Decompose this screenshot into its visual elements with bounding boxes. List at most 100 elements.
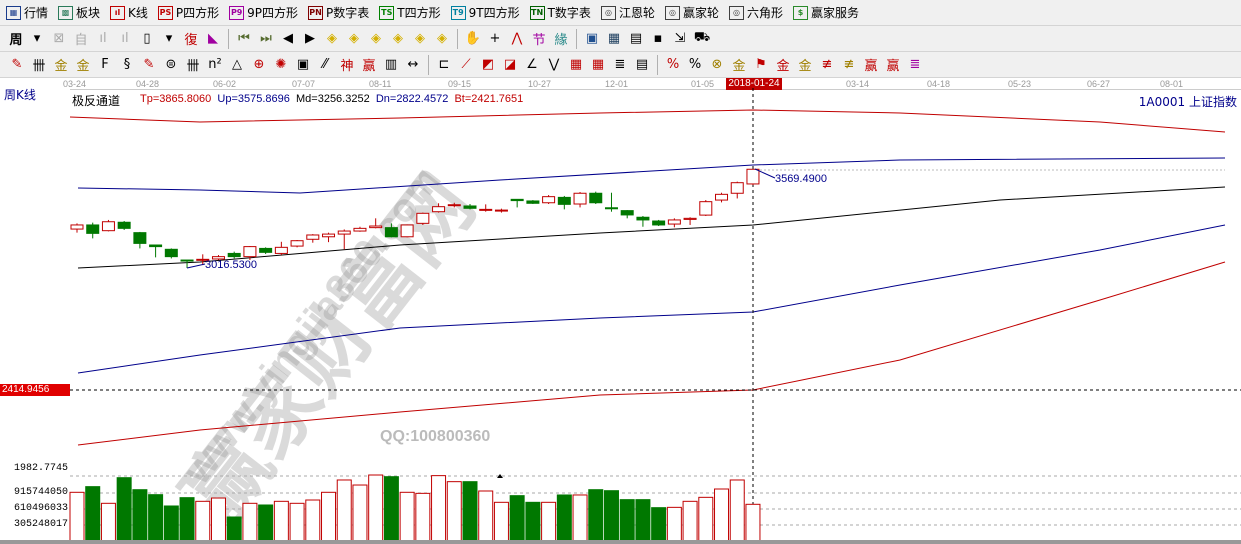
n2-icon[interactable]: n² bbox=[208, 57, 222, 72]
zoom-left-icon[interactable]: ◈ bbox=[327, 31, 337, 46]
menu-item[interactable]: PS P四方形 bbox=[157, 4, 219, 21]
low-pointer bbox=[186, 263, 206, 269]
next-icon[interactable]: ▶ bbox=[305, 31, 315, 46]
pencil-icon[interactable]: ✎ bbox=[11, 57, 23, 72]
chevron-down-icon[interactable]: ▾ bbox=[33, 31, 41, 46]
menu-item[interactable]: TN T数字表 bbox=[529, 4, 591, 21]
candle bbox=[117, 221, 131, 230]
candle-body bbox=[290, 240, 304, 247]
notebook-icon[interactable]: ▤ bbox=[629, 31, 643, 46]
line-icon[interactable]: ⋀ bbox=[511, 31, 523, 46]
gold2-icon[interactable]: 金 bbox=[76, 59, 90, 74]
table-grid2-icon[interactable]: ▦ bbox=[591, 57, 605, 72]
lines-icon[interactable]: ≣ bbox=[614, 57, 626, 72]
wave-icon[interactable]: ⋁ bbox=[548, 57, 560, 72]
flag-icon[interactable]: ◣ bbox=[208, 31, 218, 46]
menu-item[interactable]: ıl K线 bbox=[110, 4, 148, 21]
bottom-scrollbar[interactable] bbox=[0, 540, 1241, 544]
candle bbox=[180, 259, 194, 269]
calendar-icon[interactable]: ▣ bbox=[585, 31, 599, 46]
fib-icon[interactable]: F bbox=[101, 57, 109, 72]
zoom-right-icon[interactable]: ◈ bbox=[349, 31, 359, 46]
first-icon[interactable]: ⏮ bbox=[238, 31, 250, 46]
period-selector[interactable]: 周 bbox=[9, 33, 23, 48]
up-line bbox=[77, 157, 1226, 194]
menu-item[interactable]: TS T四方形 bbox=[379, 4, 441, 21]
circle-icon[interactable]: ⊜ bbox=[165, 57, 177, 72]
win-icon[interactable]: 赢 bbox=[362, 59, 376, 74]
gold-line-icon[interactable]: 金 bbox=[732, 59, 746, 74]
grid-lines-icon[interactable]: 卌 bbox=[32, 59, 46, 74]
self-select-icon[interactable]: 自 bbox=[74, 33, 88, 48]
percent-icon[interactable]: % bbox=[688, 57, 702, 72]
spiral-icon[interactable]: § bbox=[123, 57, 131, 72]
lines2-icon[interactable]: ≣ bbox=[909, 57, 921, 72]
flag-red-icon[interactable]: ⚑ bbox=[755, 57, 767, 72]
candle-icon[interactable]: ▯ bbox=[143, 31, 151, 46]
square-icon[interactable]: ▣ bbox=[296, 57, 310, 72]
export-icon[interactable]: ⇲ bbox=[674, 31, 686, 46]
gold-box-icon[interactable]: 金 bbox=[776, 59, 790, 74]
menu-item[interactable]: ◎ 赢家轮 bbox=[664, 4, 719, 21]
parallel-icon[interactable]: 卌 bbox=[186, 59, 200, 74]
restore-icon[interactable]: 復 bbox=[184, 33, 198, 48]
high-pointer bbox=[754, 168, 776, 179]
zoom-both-icon[interactable]: ◈ bbox=[371, 31, 381, 46]
zoom-in-icon[interactable]: ◈ bbox=[393, 31, 403, 46]
chevron-down-icon[interactable]: ▾ bbox=[165, 31, 173, 46]
ruler-icon[interactable]: ▥ bbox=[384, 57, 398, 72]
node-icon[interactable]: 节 bbox=[532, 33, 546, 48]
fan-icon[interactable]: ⟋ bbox=[461, 57, 471, 72]
crosshair-icon[interactable]: + bbox=[489, 31, 501, 46]
menu-item[interactable]: ▦ 行情 bbox=[6, 4, 48, 21]
web-icon[interactable]: ✺ bbox=[275, 57, 287, 72]
menu-item[interactable]: T9 9T四方形 bbox=[450, 4, 520, 21]
box-line-icon[interactable]: ⊏ bbox=[438, 57, 450, 72]
save-icon[interactable]: ▪ bbox=[653, 31, 663, 46]
win-line2-icon[interactable]: 赢 bbox=[886, 59, 900, 74]
volume-bar bbox=[651, 507, 667, 542]
menu-item[interactable]: P9 9P四方形 bbox=[229, 4, 298, 21]
prev-icon[interactable]: ◀ bbox=[283, 31, 293, 46]
hand-icon[interactable]: ✋ bbox=[464, 31, 482, 46]
triangle-icon[interactable]: △ bbox=[232, 57, 242, 72]
step-icon[interactable]: ≢ bbox=[821, 57, 833, 72]
menu-item[interactable]: ▩ 板块 bbox=[58, 4, 100, 21]
measure-icon[interactable]: ↔ bbox=[407, 57, 419, 72]
gold-circle-icon[interactable]: ⊗ bbox=[711, 57, 723, 72]
volume-bar bbox=[682, 500, 698, 542]
chart9-icon[interactable]: ıl bbox=[121, 31, 129, 46]
zoom-all-icon[interactable]: ◈ bbox=[437, 31, 447, 46]
table-grid-icon[interactable]: ▦ bbox=[569, 57, 583, 72]
date-tick: 05-23 bbox=[1008, 79, 1032, 89]
window-icon[interactable]: ⊠ bbox=[53, 31, 65, 46]
slash-icon[interactable]: ⁄⁄ bbox=[322, 57, 328, 72]
chinese-icon[interactable]: 緣 bbox=[554, 33, 568, 48]
fan2-icon[interactable]: ◩ bbox=[481, 57, 495, 72]
target-icon[interactable]: ⊕ bbox=[253, 57, 265, 72]
menu-item[interactable]: ◎ 江恩轮 bbox=[600, 4, 655, 21]
god-icon[interactable]: 神 bbox=[340, 59, 354, 74]
list-icon[interactable]: ▤ bbox=[635, 57, 649, 72]
menu-item[interactable]: ◎ 六角形 bbox=[728, 4, 783, 21]
chart3-icon[interactable]: ıl bbox=[99, 31, 107, 46]
angle-icon[interactable]: ∠ bbox=[526, 57, 538, 72]
step2-icon[interactable]: ≢ bbox=[843, 57, 855, 72]
truck-icon[interactable]: ⛟ bbox=[693, 30, 711, 45]
win-line-icon[interactable]: 赢 bbox=[864, 59, 878, 74]
indicator-name[interactable]: 极反通道 bbox=[72, 94, 121, 108]
percent-red-icon[interactable]: % bbox=[666, 57, 680, 72]
menu-item[interactable]: PN P数字表 bbox=[308, 4, 369, 21]
hexagon-icon: ◎ bbox=[728, 5, 744, 20]
calculator-icon[interactable]: ▦ bbox=[607, 31, 621, 46]
candle bbox=[353, 226, 367, 232]
last-icon[interactable]: ⏭ bbox=[260, 31, 272, 46]
gold-box2-icon[interactable]: 金 bbox=[798, 59, 812, 74]
zoom-out-icon[interactable]: ◈ bbox=[415, 31, 425, 46]
candle bbox=[542, 195, 556, 205]
pen-ruler-icon[interactable]: ✎ bbox=[143, 57, 155, 72]
menu-item[interactable]: $ 赢家服务 bbox=[792, 4, 859, 21]
fan3-icon[interactable]: ◪ bbox=[503, 57, 517, 72]
gold-icon[interactable]: 金 bbox=[54, 59, 68, 74]
